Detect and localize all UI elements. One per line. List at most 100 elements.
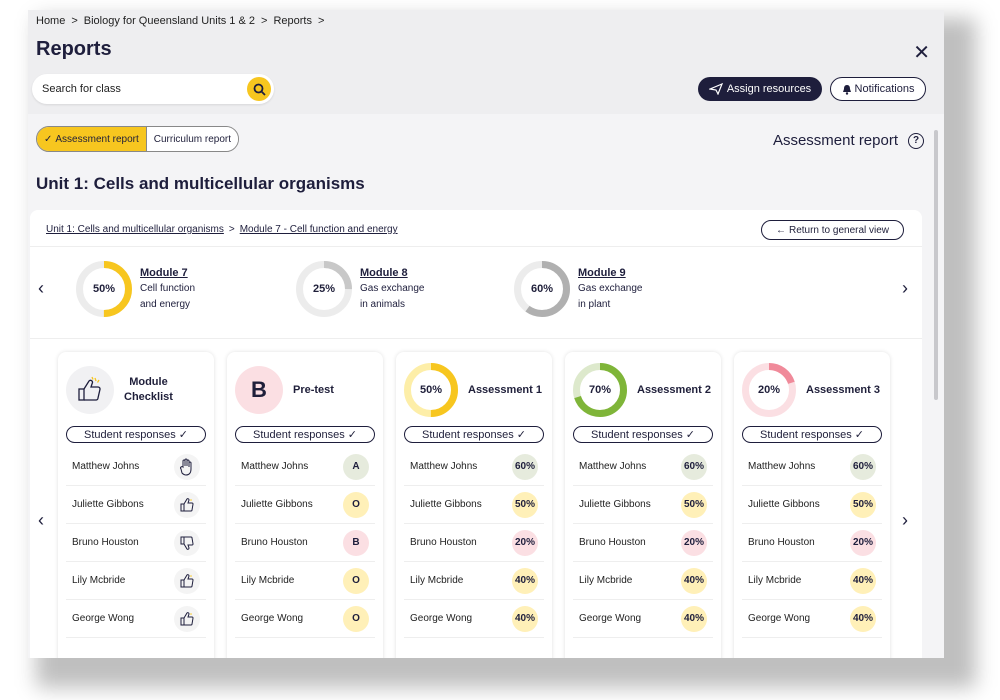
card-header: B Pre-test [235,364,334,416]
student-row[interactable]: Matthew Johns 60% [573,448,713,486]
send-icon [708,83,723,95]
page-title: Reports [36,38,112,60]
score-value: 60% [850,453,876,480]
module-name-link[interactable]: Module 9 [578,267,626,279]
grade-value: O [343,567,369,594]
card-header: 70% Assessment 2 [573,363,711,417]
student-row[interactable]: Matthew Johns 60% [742,448,882,486]
assign-resources-button[interactable]: Assign resources [698,77,822,101]
student-row[interactable]: George Wong 40% [404,600,544,638]
bell-icon [842,84,851,95]
student-row[interactable]: Juliette Gibbons 50% [742,486,882,524]
grade-value: B [343,529,369,556]
search-button[interactable] [247,77,271,101]
curriculum-toggle-label: Curriculum report [153,133,232,145]
student-name: Matthew Johns [410,461,478,472]
module-summary[interactable]: 60% Module 9 Gas exchange in plant [514,261,643,317]
student-responses-button[interactable]: Student responses ✓ [404,426,544,443]
thumbs-up-icon [174,605,200,632]
module-name-link[interactable]: Module 8 [360,267,408,279]
student-row[interactable]: Lily Mcbride 40% [404,562,544,600]
student-row[interactable]: Juliette Gibbons [66,486,206,524]
student-name: Juliette Gibbons [579,499,651,510]
module-summary[interactable]: 50% Module 7 Cell function and energy [76,261,195,317]
student-row[interactable]: Juliette Gibbons 50% [573,486,713,524]
assessment-report-toggle[interactable]: ✓ Assessment report [37,127,147,151]
search-icon [253,83,266,96]
assessment-progress-ring: 70% [573,363,627,417]
student-row[interactable]: Bruno Houston 20% [404,524,544,562]
student-responses-button[interactable]: Student responses ✓ [573,426,713,443]
score-value: 40% [512,567,538,594]
student-row[interactable]: George Wong [66,600,206,638]
module-panel: Unit 1: Cells and multicellular organism… [30,210,922,658]
student-responses-button[interactable]: Student responses ✓ [66,426,206,443]
assessment-toggle-label: Assessment report [55,133,139,145]
student-name: Juliette Gibbons [241,499,313,510]
modules-next-arrow[interactable]: › [902,278,908,298]
student-name: Lily Mcbride [241,575,295,586]
raised-hand-icon [174,453,200,480]
student-name: Matthew Johns [748,461,816,472]
assessment-card: 50% Assessment 1 Student responses ✓ Matthew… [396,352,552,658]
student-row[interactable]: Matthew Johns 60% [404,448,544,486]
crumb-unit-link[interactable]: Unit 1: Cells and multicellular organism… [46,224,224,235]
student-row[interactable]: Lily Mcbride [66,562,206,600]
student-row[interactable]: George Wong 40% [742,600,882,638]
student-row[interactable]: Bruno Houston B [235,524,375,562]
checklist-thumbs-up-icon [66,366,114,414]
student-responses-button[interactable]: Student responses ✓ [742,426,882,443]
breadcrumb-course[interactable]: Biology for Queensland Units 1 & 2 [83,15,255,27]
score-value: 40% [850,605,876,632]
scrollbar[interactable] [934,130,938,400]
student-name: George Wong [72,613,135,624]
assessment-card: 20% Assessment 3 Student responses ✓ Matthew… [734,352,890,658]
student-responses-button[interactable]: Student responses ✓ [235,426,375,443]
return-general-view-button[interactable]: ← Return to general view [761,220,904,240]
close-icon[interactable]: ✕ [913,42,930,64]
thumbs-down-icon [174,529,200,556]
student-responses-label: Student responses [591,428,683,441]
report-type-toggle: ✓ Assessment report Curriculum report [36,126,240,152]
cards-prev-arrow[interactable]: ‹ [38,510,44,530]
card-title: Assessment 3 [806,383,880,398]
card-title-line: Assessment 2 [637,383,711,396]
student-row[interactable]: Matthew Johns [66,448,206,486]
card-header: 20% Assessment 3 [742,363,880,417]
module-name-link[interactable]: Module 7 [140,267,188,279]
search-input[interactable]: Search for class [32,74,274,104]
crumb-module-link[interactable]: Module 7 - Cell function and energy [239,224,398,235]
student-row[interactable]: George Wong 40% [573,600,713,638]
report-heading-text: Assessment report [772,132,898,149]
panel-breadcrumb: Unit 1: Cells and multicellular organism… [46,224,398,235]
student-row[interactable]: Matthew Johns A [235,448,375,486]
student-name: Lily Mcbride [72,575,126,586]
modules-prev-arrow[interactable]: ‹ [38,278,44,298]
breadcrumb-reports[interactable]: Reports [273,15,312,27]
student-name: Bruno Houston [241,537,308,548]
student-row[interactable]: Juliette Gibbons O [235,486,375,524]
student-list: Matthew Johns A Juliette Gibbons O Bruno Hou… [235,448,375,638]
report-content: ✓ Assessment report Curriculum report Ass… [28,114,944,658]
notifications-button[interactable]: Notifications [830,77,926,101]
student-row[interactable]: Bruno Houston 20% [742,524,882,562]
grade-value: A [343,453,369,480]
help-icon[interactable]: ? [908,132,924,149]
student-name: George Wong [748,613,811,624]
grade-value: O [343,605,369,632]
student-row[interactable]: Bruno Houston [66,524,206,562]
student-row[interactable]: Lily Mcbride O [235,562,375,600]
student-row[interactable]: George Wong O [235,600,375,638]
student-row[interactable]: Lily Mcbride 40% [742,562,882,600]
student-row[interactable]: Bruno Houston 20% [573,524,713,562]
breadcrumb-home[interactable]: Home [36,15,66,27]
curriculum-report-toggle[interactable]: Curriculum report [146,127,239,151]
module-progress-ring: 60% [514,261,570,317]
module-summary[interactable]: 25% Module 8 Gas exchange in animals [296,261,425,317]
module-progress-ring: 50% [76,261,132,317]
student-row[interactable]: Juliette Gibbons 50% [404,486,544,524]
score-value: 40% [681,567,707,594]
breadcrumb-separator: > [317,15,325,27]
cards-next-arrow[interactable]: › [902,510,908,530]
student-row[interactable]: Lily Mcbride 40% [573,562,713,600]
